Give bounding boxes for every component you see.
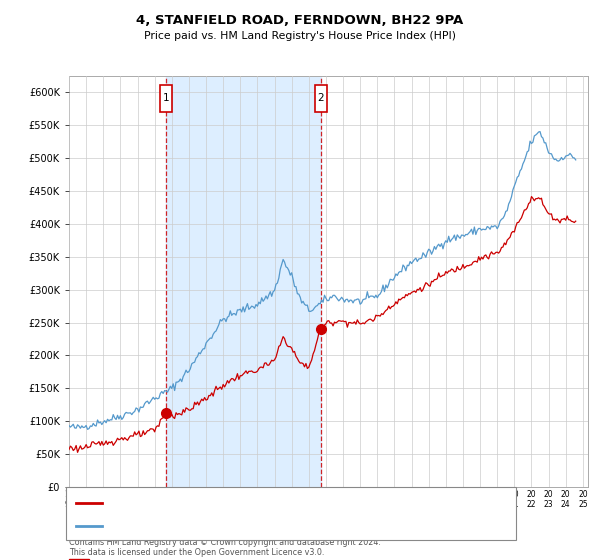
Text: Price paid vs. HM Land Registry's House Price Index (HPI): Price paid vs. HM Land Registry's House … — [144, 31, 456, 41]
Text: 2: 2 — [317, 93, 324, 103]
Text: 4, STANFIELD ROAD, FERNDOWN, BH22 9PA: 4, STANFIELD ROAD, FERNDOWN, BH22 9PA — [136, 14, 464, 27]
Bar — [166, 76, 321, 487]
Text: 1: 1 — [163, 93, 169, 103]
Text: HPI: Average price, detached house, Dorset: HPI: Average price, detached house, Dors… — [105, 521, 313, 530]
Text: Contains HM Land Registry data © Crown copyright and database right 2024.
This d: Contains HM Land Registry data © Crown c… — [69, 538, 381, 557]
FancyBboxPatch shape — [315, 85, 326, 111]
FancyBboxPatch shape — [160, 85, 172, 111]
Text: 4, STANFIELD ROAD, FERNDOWN, BH22 9PA (detached house): 4, STANFIELD ROAD, FERNDOWN, BH22 9PA (d… — [105, 499, 399, 508]
